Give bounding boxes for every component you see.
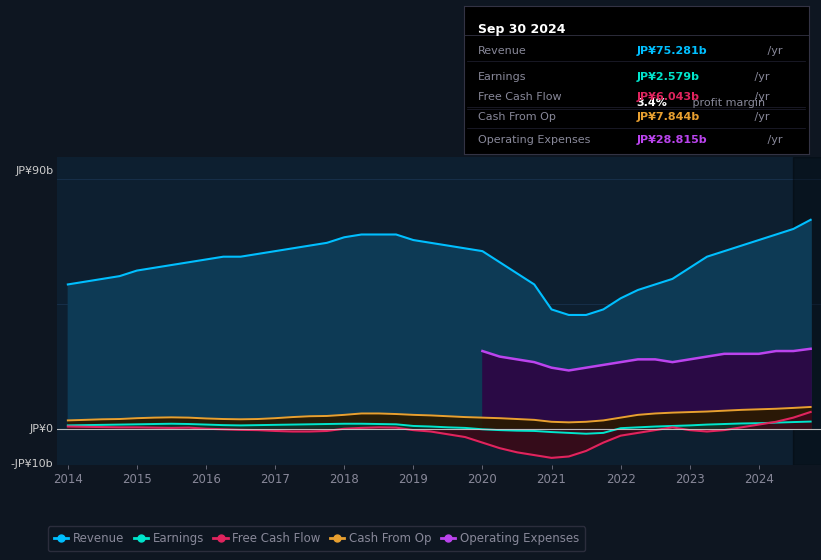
Text: Sep 30 2024: Sep 30 2024 xyxy=(478,24,565,36)
Text: Earnings: Earnings xyxy=(478,72,526,82)
Text: /yr: /yr xyxy=(764,135,782,144)
Text: JP¥90b: JP¥90b xyxy=(16,166,53,176)
Text: /yr: /yr xyxy=(751,92,769,102)
Text: -JP¥10b: -JP¥10b xyxy=(11,459,53,469)
Text: JP¥0: JP¥0 xyxy=(30,424,53,434)
Text: /yr: /yr xyxy=(751,113,769,123)
Text: JP¥28.815b: JP¥28.815b xyxy=(636,135,707,144)
Legend: Revenue, Earnings, Free Cash Flow, Cash From Op, Operating Expenses: Revenue, Earnings, Free Cash Flow, Cash … xyxy=(48,526,585,551)
Text: JP¥7.844b: JP¥7.844b xyxy=(636,113,699,123)
Text: Cash From Op: Cash From Op xyxy=(478,113,556,123)
Text: Free Cash Flow: Free Cash Flow xyxy=(478,92,562,102)
Text: JP¥2.579b: JP¥2.579b xyxy=(636,72,699,82)
Text: Revenue: Revenue xyxy=(478,46,526,55)
Text: /yr: /yr xyxy=(751,72,769,82)
Text: JP¥75.281b: JP¥75.281b xyxy=(636,46,707,55)
Text: Operating Expenses: Operating Expenses xyxy=(478,135,590,144)
Text: profit margin: profit margin xyxy=(689,97,765,108)
Bar xyxy=(793,157,821,465)
Text: /yr: /yr xyxy=(764,46,782,55)
Text: 3.4%: 3.4% xyxy=(636,97,667,108)
Text: JP¥6.043b: JP¥6.043b xyxy=(636,92,699,102)
